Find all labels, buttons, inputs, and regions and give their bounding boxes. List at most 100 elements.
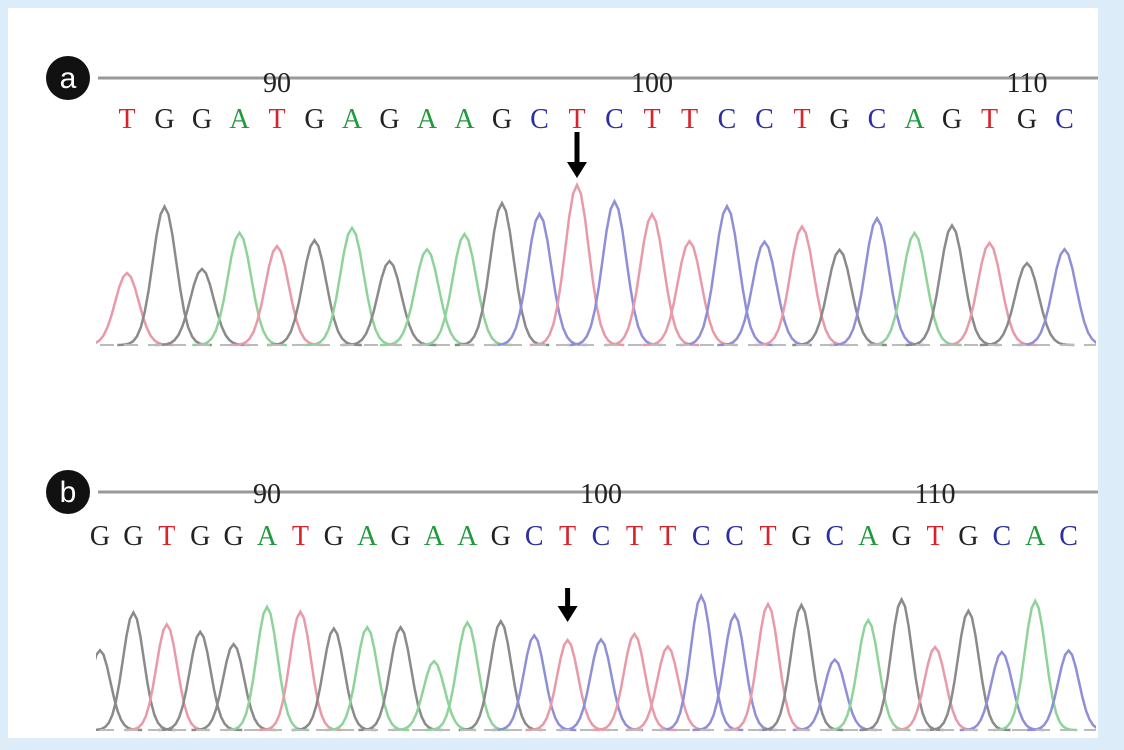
trace-peak xyxy=(592,631,677,732)
trace-peak xyxy=(529,181,625,347)
trace-peak xyxy=(959,649,1044,732)
position-number: 90 xyxy=(253,479,281,510)
trace-peak xyxy=(659,592,744,732)
base-call: T xyxy=(643,104,660,135)
trace-peak xyxy=(754,224,850,347)
base-call: C xyxy=(1055,104,1074,135)
trace-peak xyxy=(604,211,700,347)
base-call: T xyxy=(681,104,698,135)
base-call: G xyxy=(154,104,174,135)
base-call: A xyxy=(357,521,378,552)
base-call: T xyxy=(626,521,643,552)
trace-peak xyxy=(391,659,477,732)
arrow-head xyxy=(557,606,578,622)
trace-peak xyxy=(267,238,362,347)
trace-peak xyxy=(229,243,325,347)
trace-peak xyxy=(154,267,250,347)
trace-peak xyxy=(717,239,812,347)
trace-peak xyxy=(558,637,644,732)
base-call: A xyxy=(257,521,278,552)
trace-peak xyxy=(979,261,1075,347)
base-call: C xyxy=(592,521,611,552)
trace-peak xyxy=(304,225,400,347)
base-call: G xyxy=(942,104,962,135)
trace-peak xyxy=(158,629,243,732)
base-call: A xyxy=(1025,521,1046,552)
base-call: A xyxy=(229,104,250,135)
base-call: C xyxy=(755,104,774,135)
trace-peak xyxy=(625,644,710,732)
position-number: 100 xyxy=(631,68,673,99)
base-call: T xyxy=(118,104,135,135)
base-call: A xyxy=(417,104,438,135)
base-call: G xyxy=(390,521,410,552)
base-call: G xyxy=(829,104,849,135)
position-number: 90 xyxy=(263,68,291,99)
base-call: T xyxy=(559,521,576,552)
panel-background xyxy=(8,8,1098,738)
position-number: 100 xyxy=(580,479,622,510)
trace-peak xyxy=(454,200,550,347)
trace-peak xyxy=(492,633,577,732)
base-call: G xyxy=(190,521,210,552)
trace-peak xyxy=(96,648,143,732)
trace-peak xyxy=(829,215,925,347)
base-call: G xyxy=(791,521,811,552)
base-call: A xyxy=(424,521,445,552)
trace-peak xyxy=(379,247,475,347)
trace-peak xyxy=(942,240,1037,347)
trace-peak xyxy=(224,604,310,732)
trace-peak xyxy=(117,203,212,347)
trace-peak xyxy=(417,231,512,347)
trace-peak xyxy=(342,259,437,347)
trace-peak xyxy=(792,247,887,347)
trace-peak xyxy=(96,271,175,347)
base-call: G xyxy=(324,521,344,552)
panel-badge xyxy=(46,56,90,100)
trace-peak xyxy=(642,238,737,347)
base-call: G xyxy=(192,104,212,135)
base-call: G xyxy=(379,104,399,135)
trace-peak xyxy=(124,621,209,732)
base-call: G xyxy=(1017,104,1037,135)
trace-peak xyxy=(567,198,662,347)
base-call: G xyxy=(492,104,512,135)
base-call: T xyxy=(292,521,309,552)
trace-peak xyxy=(867,230,962,347)
base-call: C xyxy=(868,104,887,135)
base-call: T xyxy=(926,521,943,552)
trace-peak xyxy=(525,637,610,732)
base-call: C xyxy=(718,104,737,135)
base-call: C xyxy=(525,521,544,552)
base-call: G xyxy=(891,521,911,552)
trace-peak xyxy=(492,211,587,347)
trace-peak xyxy=(325,624,410,732)
trace-peak xyxy=(192,230,287,347)
base-call: C xyxy=(605,104,624,135)
trace-peak xyxy=(826,617,911,732)
trace-peak xyxy=(1026,648,1096,732)
base-call: A xyxy=(904,104,925,135)
trace-peak xyxy=(1017,247,1096,347)
base-call: G xyxy=(491,521,511,552)
trace-peak xyxy=(692,611,777,732)
trace-peak xyxy=(926,608,1011,732)
trace-peak xyxy=(458,618,543,732)
arrow-head xyxy=(567,162,587,178)
position-number: 110 xyxy=(1007,68,1048,99)
base-call: A xyxy=(454,104,475,135)
panel-badge xyxy=(46,470,90,514)
trace-peak xyxy=(291,626,376,732)
trace-peak xyxy=(425,620,510,732)
trace-peak xyxy=(904,222,1000,347)
base-call: G xyxy=(123,521,143,552)
base-call: C xyxy=(530,104,549,135)
trace-peak xyxy=(358,624,443,732)
base-call: G xyxy=(90,521,110,552)
trace-peak xyxy=(725,601,811,732)
base-call: C xyxy=(692,521,711,552)
base-call: G xyxy=(223,521,243,552)
base-call: C xyxy=(992,521,1011,552)
